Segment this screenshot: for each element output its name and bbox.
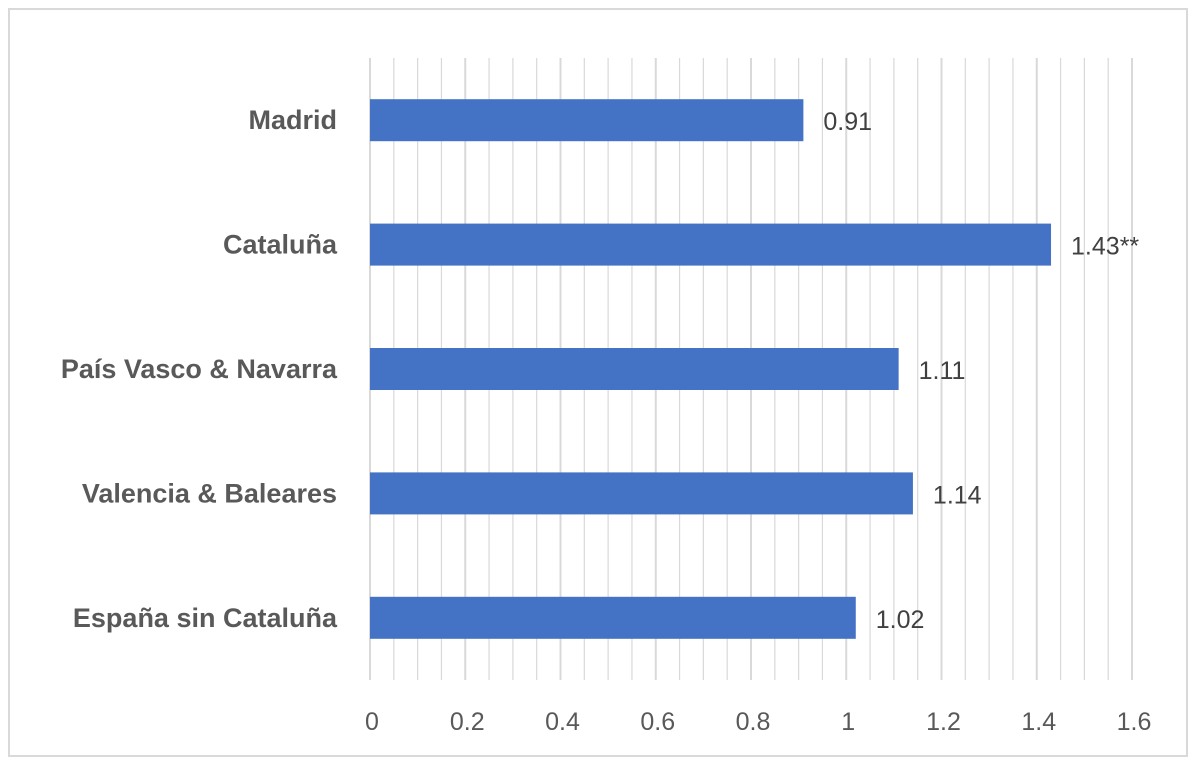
bar (370, 596, 856, 639)
x-tick-label: 1.6 (1117, 708, 1152, 736)
x-tick-label: 1.2 (926, 708, 961, 736)
data-label: 1.14 (933, 481, 982, 509)
bar (370, 348, 899, 390)
bar (370, 99, 804, 142)
category-label: País Vasco & Navarra (61, 354, 338, 384)
x-tick-label: 0.8 (736, 708, 771, 736)
x-tick-label: 1 (841, 708, 855, 736)
data-label: 0.91 (823, 108, 872, 136)
category-label: Madrid (248, 105, 337, 135)
x-tick-label: 0 (365, 708, 379, 736)
x-tick-label: 0.6 (640, 708, 675, 736)
x-tick-label: 1.4 (1021, 708, 1056, 736)
data-label: 1.02 (876, 606, 925, 634)
category-label: Valencia & Baleares (82, 478, 337, 508)
data-label: 1.43** (1071, 233, 1139, 261)
data-label: 1.11 (919, 357, 966, 385)
category-label: Cataluña (223, 230, 338, 260)
x-tick-label: 0.2 (450, 708, 485, 736)
x-tick-label: 0.4 (545, 708, 580, 736)
bar (370, 223, 1052, 266)
bar (370, 472, 913, 515)
category-label: España sin Cataluña (73, 603, 338, 633)
